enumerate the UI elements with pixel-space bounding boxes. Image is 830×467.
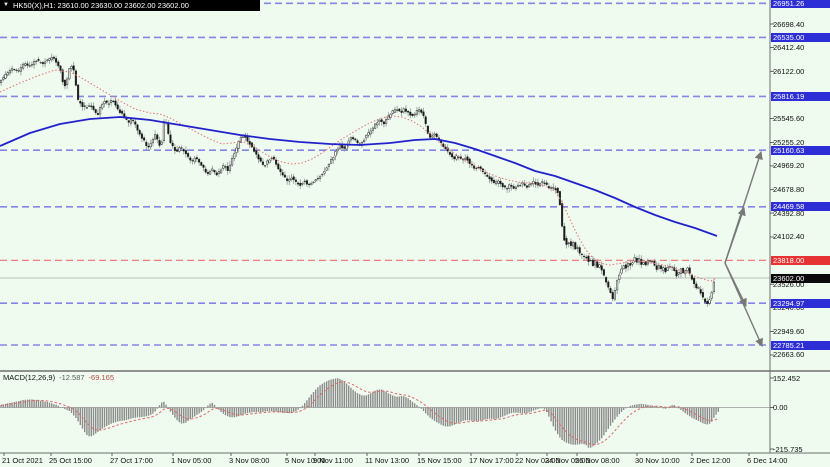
level-price-label: 24469.58 [771,202,830,212]
time-axis-label: 15 Nov 15:00 [417,456,462,465]
time-axis-label: 26 Nov 08:00 [575,456,620,465]
time-axis-label: 9 Nov 11:00 [313,456,353,465]
alert-price-label: 23818.00 [771,255,830,265]
time-axis-label: 27 Oct 17:00 [110,456,153,465]
price-axis-label: 22949.60 [773,327,805,337]
time-axis-label: 22 Nov 03:00 [515,456,560,465]
level-price-label: 26951.26 [771,0,830,8]
level-price-label: 25160.63 [771,145,830,155]
price-axis-label: 25545.60 [773,114,805,124]
price-axis-label: 24969.20 [773,161,805,171]
current-price-label: 23602.00 [771,273,830,283]
level-price-label: 23294.97 [771,298,830,308]
price-axis-label: 26412.40 [773,42,805,52]
price-axis-label: 23240.00 [773,303,805,313]
collapse-icon[interactable]: ▼ [3,2,9,8]
price-axis-label: 22663.60 [773,350,805,360]
price-axis-label: 26698.40 [773,19,805,29]
time-axis-label: 5 Nov 10:00 [285,456,326,465]
time-axis-label: 1 Nov 05:00 [171,456,212,465]
macd-axis-label: 152.452 [773,373,801,383]
time-axis-label: 17 Nov 17:00 [469,456,514,465]
macd-indicator-label: MACD(12,26,9) -12.587 -69.165 [3,373,114,382]
macd-value: -12.587 [59,373,85,382]
time-axis-label: 11 Nov 13:00 [365,456,410,465]
time-axis-label: 25 Oct 15:00 [49,456,92,465]
price-axis-label: 24102.40 [773,232,805,242]
price-axis-label: 25255.20 [773,137,805,147]
price-axis-label: 24392.80 [773,208,805,218]
level-price-label: 25816.19 [771,91,830,101]
macd-signal-value: -69.165 [88,373,114,382]
time-axis-label: 30 Nov 10:00 [635,456,680,465]
time-axis-label: 21 Oct 2021 [2,456,43,465]
price-axis-label: 23526.00 [773,279,805,289]
time-axis-label: 2 Dec 12:00 [690,456,731,465]
price-axis-label: 24678.80 [773,185,805,195]
level-price-label: 26535.00 [771,32,830,42]
macd-name: MACD(12,26,9) [3,373,56,382]
level-price-label: 22785.21 [771,340,830,350]
time-axis-label: 24 Nov 05:00 [545,456,590,465]
chart-title-bar: ▼ HK50(X),H1: 23610.00 23630.00 23602.00… [0,0,260,11]
price-axis-label: 26122.00 [773,66,805,76]
chart-title: HK50(X),H1: 23610.00 23630.00 23602.00 2… [12,1,189,10]
time-axis-label: 3 Nov 08:00 [229,456,270,465]
macd-axis-label: 0.00 [773,403,788,412]
macd-axis-label: -215.735 [773,444,803,454]
time-axis-label: 6 Dec 14:00 [747,456,788,465]
